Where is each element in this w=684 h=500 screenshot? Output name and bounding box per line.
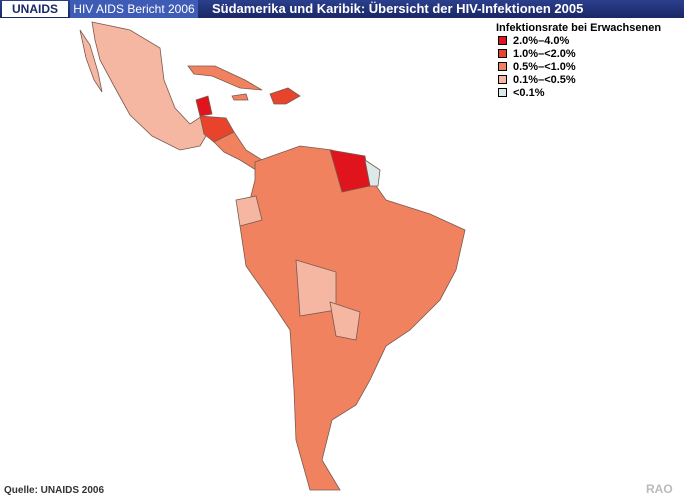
legend-swatch xyxy=(498,75,507,84)
country xyxy=(79,29,103,93)
country xyxy=(91,21,213,151)
legend-label: 1.0%–<2.0% xyxy=(513,47,576,60)
legend-swatch xyxy=(498,36,507,45)
legend-label: <0.1% xyxy=(513,86,545,99)
legend-item: 0.1%–<0.5% xyxy=(498,73,661,86)
country xyxy=(364,159,381,187)
legend-label: 0.5%–<1.0% xyxy=(513,60,576,73)
legend-swatch xyxy=(498,62,507,71)
legend-title: Infektionsrate bei Erwachsenen xyxy=(496,22,662,34)
country xyxy=(269,87,301,105)
country xyxy=(235,195,263,227)
legend-swatch xyxy=(498,88,507,97)
title: Südamerika und Karibik: Übersicht der HI… xyxy=(212,1,584,16)
legend-item: 1.0%–<2.0% xyxy=(498,47,661,60)
legend-item: 2.0%–4.0% xyxy=(498,34,661,47)
logo: UNAIDS xyxy=(2,1,68,17)
legend: Infektionsrate bei Erwachsenen 2.0%–4.0%… xyxy=(496,22,661,99)
country xyxy=(187,65,263,91)
country xyxy=(231,93,249,101)
legend-item: <0.1% xyxy=(498,86,661,99)
country xyxy=(195,95,213,117)
legend-label: 2.0%–4.0% xyxy=(513,34,570,47)
country xyxy=(329,301,361,341)
credit: RAO xyxy=(646,482,673,496)
report-label: HIV AIDS Bericht 2006 xyxy=(70,0,198,18)
legend-item: 0.5%–<1.0% xyxy=(498,60,661,73)
source: Quelle: UNAIDS 2006 xyxy=(4,485,105,496)
legend-label: 0.1%–<0.5% xyxy=(513,73,576,86)
legend-swatch xyxy=(498,49,507,58)
